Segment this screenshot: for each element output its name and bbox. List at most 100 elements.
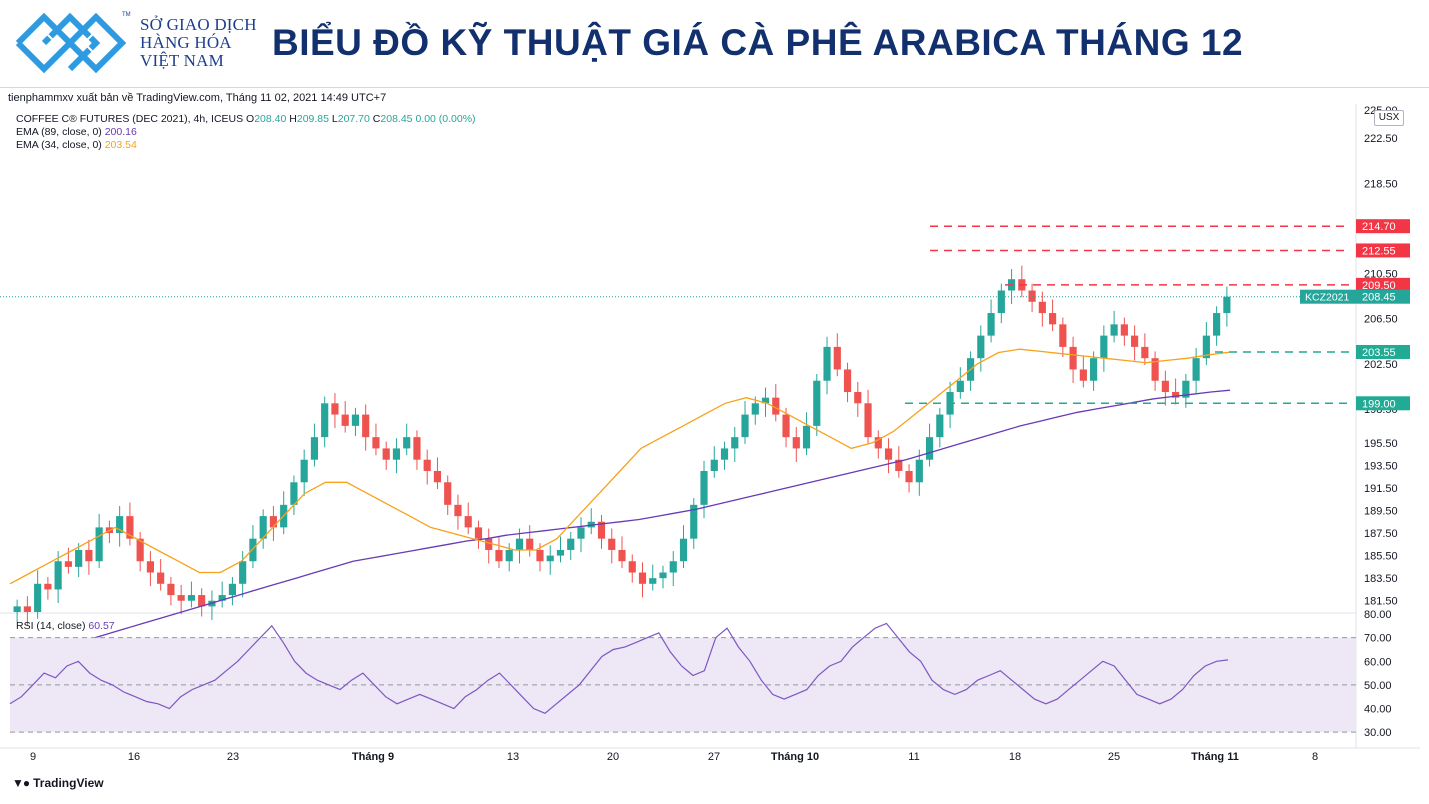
candle-body xyxy=(1202,335,1210,359)
candle-body xyxy=(23,606,31,612)
time-tick-label: Tháng 9 xyxy=(352,751,394,763)
level-price-badge xyxy=(1356,277,1410,292)
tradingview-name: TradingView xyxy=(33,776,104,790)
candle-body xyxy=(1161,380,1169,393)
candle-body xyxy=(341,414,349,426)
rsi-tick-label: 60.00 xyxy=(1364,656,1392,668)
time-tick-label: 13 xyxy=(507,751,519,763)
exchange-logo-icon xyxy=(15,12,127,74)
tradingview-mark-icon: ▼● xyxy=(12,776,30,790)
price-tick-label: 206.50 xyxy=(1364,314,1398,326)
candle-body xyxy=(259,516,267,539)
candle-body xyxy=(136,538,144,562)
candle-body xyxy=(403,437,411,449)
candle-body xyxy=(464,516,472,528)
symbol-badge xyxy=(1300,289,1356,304)
time-tick-label: 20 xyxy=(607,751,619,763)
time-tick-label: 23 xyxy=(227,751,239,763)
candle-body xyxy=(1131,335,1139,347)
candle-body xyxy=(1069,346,1077,370)
rsi-tick-label: 30.00 xyxy=(1364,727,1392,739)
candle-body xyxy=(526,538,534,550)
ohlc-high: 209.85 xyxy=(296,113,329,125)
candle-body xyxy=(1038,301,1046,314)
level-price-label: 212.55 xyxy=(1362,245,1396,257)
candle-body xyxy=(116,516,124,534)
candle-body xyxy=(351,414,360,426)
currency-button[interactable]: USX xyxy=(1374,110,1404,126)
candle-body xyxy=(454,504,462,517)
price-tick-label: 185.50 xyxy=(1364,551,1398,563)
ema34-line xyxy=(9,348,1231,585)
candle-body xyxy=(1172,392,1180,398)
ema34-value: 203.54 xyxy=(104,139,137,151)
candle-body xyxy=(310,437,319,460)
candle-body xyxy=(556,549,565,556)
candle-body xyxy=(392,448,401,460)
header-divider xyxy=(0,87,1429,88)
candle-body xyxy=(1223,296,1231,314)
candle-body xyxy=(802,425,811,449)
candle-body xyxy=(649,578,657,584)
candle-body xyxy=(1049,313,1057,325)
candle-body xyxy=(85,549,93,562)
level-price-label: 203.55 xyxy=(1362,347,1396,359)
rsi-tick-label: 70.00 xyxy=(1364,633,1392,645)
price-tick-label: 189.50 xyxy=(1364,505,1398,517)
price-tick-label: 210.50 xyxy=(1364,269,1398,281)
symbol-legend: COFFEE C® FUTURES (DEC 2021), 4h, ICEUS … xyxy=(16,113,476,125)
candle-body xyxy=(895,459,903,471)
candle-body xyxy=(782,414,790,438)
level-price-badge xyxy=(1356,243,1410,258)
candle-body xyxy=(1100,335,1108,359)
candle-body xyxy=(936,414,944,438)
tradingview-logo[interactable]: ▼● TradingView xyxy=(12,776,104,790)
candle-body xyxy=(495,549,503,562)
candle-body xyxy=(362,414,370,438)
candle-body xyxy=(44,583,52,590)
price-chart[interactable]: 225.00222.50218.50210.50206.50202.50198.… xyxy=(0,104,1429,772)
price-tick-label: 181.50 xyxy=(1364,596,1398,608)
symbol-badge-label: KCZ2021 xyxy=(1305,292,1350,304)
candle-body xyxy=(239,561,247,584)
candle-body xyxy=(669,561,677,573)
price-tick-label: 202.50 xyxy=(1364,359,1398,371)
ema89-label: EMA (89, close, 0) xyxy=(16,126,102,138)
exchange-name: SỞ GIAO DỊCH HÀNG HÓA VIỆT NAM xyxy=(140,16,257,70)
price-tick-label: 218.50 xyxy=(1364,178,1398,190)
candle-body xyxy=(34,583,42,612)
candle-body xyxy=(854,392,862,404)
candle-body xyxy=(1213,313,1221,336)
candle-body xyxy=(228,583,237,596)
candle-body xyxy=(751,403,759,415)
rsi-tick-label: 80.00 xyxy=(1364,609,1392,621)
candle-body xyxy=(792,437,800,449)
candle-body xyxy=(997,290,1005,314)
ema34-label: EMA (34, close, 0) xyxy=(16,139,102,151)
time-tick-label: 18 xyxy=(1009,751,1021,763)
candle-body xyxy=(331,403,339,415)
candle-body xyxy=(485,538,493,550)
price-tick-label: 187.50 xyxy=(1364,528,1398,540)
trademark-label: TM xyxy=(122,12,131,18)
ema89-value: 200.16 xyxy=(104,126,137,138)
page-title: BIỂU ĐỒ KỸ THUẬT GIÁ CÀ PHÊ ARABICA THÁN… xyxy=(272,22,1244,63)
price-tick-label: 193.50 xyxy=(1364,460,1398,472)
rsi-tick-label: 50.00 xyxy=(1364,680,1392,692)
candle-body xyxy=(249,538,257,562)
candle-body xyxy=(843,369,852,393)
ohlc-close-label: C xyxy=(372,113,381,125)
candle-body xyxy=(1151,358,1159,381)
candle-body xyxy=(321,403,329,438)
candle-body xyxy=(13,606,21,612)
level-price-label: 214.70 xyxy=(1362,221,1396,233)
candle-body xyxy=(864,403,872,438)
time-tick-label: 9 xyxy=(30,751,36,763)
candle-body xyxy=(1059,324,1067,347)
candle-body xyxy=(157,572,165,584)
candle-body xyxy=(679,538,688,562)
candle-body xyxy=(167,583,175,596)
candle-body xyxy=(187,595,195,601)
candle-body xyxy=(977,335,985,359)
time-tick-label: 16 xyxy=(128,751,140,763)
